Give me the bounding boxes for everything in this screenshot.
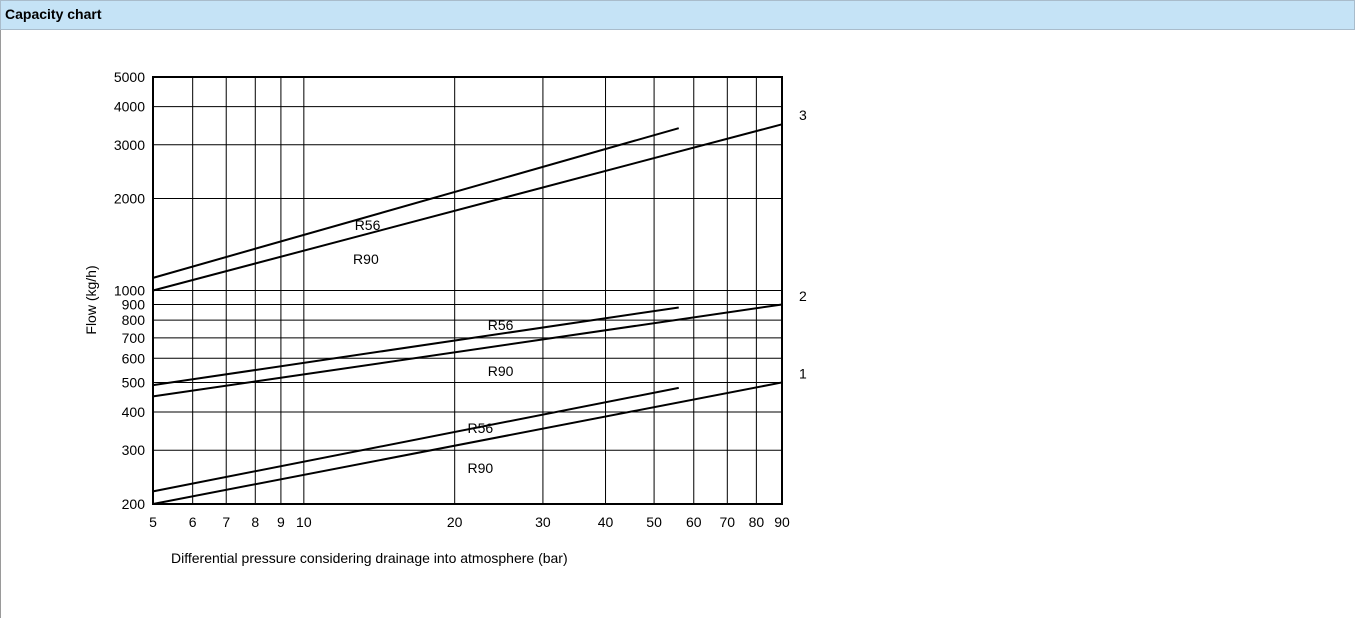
tick-labels: 5 6 7 8 9 10 20 30 40 50 60 70 80 90 200 300 400 500 600 70… — [114, 69, 790, 530]
x-tick-label: 6 — [189, 514, 197, 530]
y-tick-label: 500 — [122, 374, 146, 390]
series-annotation: R90 — [353, 251, 379, 267]
series-annotation: R90 — [488, 363, 514, 379]
x-tick-label: 50 — [646, 514, 662, 530]
header-bar: Capacity chart — [0, 0, 1355, 30]
y-tick-label: 1000 — [114, 283, 145, 299]
y-tick-label: 600 — [122, 350, 146, 366]
y-tick-label: 800 — [122, 312, 146, 328]
y-tick-label: 4000 — [114, 99, 145, 115]
group-label: 1 — [799, 365, 807, 381]
series-line-1-r56 — [152, 386, 679, 493]
x-tick-label: 7 — [222, 514, 230, 530]
annotations: R56 R90 R56 R90 R56 R90 3 2 1 — [353, 107, 807, 476]
x-tick-label: 70 — [720, 514, 736, 530]
x-tick-label: 5 — [149, 514, 157, 530]
series-line-3-r56 — [152, 127, 680, 279]
y-axis-label: Flow (kg/h) — [83, 265, 99, 334]
chart-grid — [152, 76, 783, 505]
y-tick-label: 5000 — [114, 69, 145, 85]
series-annotation: R56 — [355, 217, 381, 233]
x-tick-label: 90 — [774, 514, 790, 530]
y-tick-label: 400 — [122, 404, 146, 420]
series-line-3-r90 — [152, 123, 783, 292]
x-tick-label: 40 — [598, 514, 614, 530]
series-annotation: R56 — [488, 317, 514, 333]
series-annotation: R56 — [467, 420, 493, 436]
x-tick-label: 80 — [749, 514, 765, 530]
left-border — [0, 30, 1, 618]
series-line-1-r90 — [152, 381, 783, 505]
x-axis-label: Differential pressure considering draina… — [171, 550, 568, 566]
x-tick-label: 30 — [535, 514, 551, 530]
x-tick-label: 20 — [447, 514, 463, 530]
series-line-2-r90 — [152, 303, 783, 398]
group-label: 2 — [799, 288, 807, 304]
y-tick-label: 900 — [122, 296, 146, 312]
x-tick-label: 60 — [686, 514, 702, 530]
y-tick-label: 300 — [122, 442, 146, 458]
x-tick-label: 9 — [277, 514, 285, 530]
x-tick-label: 10 — [296, 514, 312, 530]
y-tick-label: 700 — [122, 330, 146, 346]
y-tick-label: 3000 — [114, 137, 145, 153]
series-line-2-r56 — [152, 306, 679, 387]
series-annotation: R90 — [467, 460, 493, 476]
y-tick-label: 200 — [122, 496, 146, 512]
series-layer — [152, 123, 783, 505]
page-title: Capacity chart — [5, 6, 102, 22]
x-tick-label: 8 — [251, 514, 259, 530]
group-label: 3 — [799, 107, 807, 123]
y-tick-label: 2000 — [114, 191, 145, 207]
